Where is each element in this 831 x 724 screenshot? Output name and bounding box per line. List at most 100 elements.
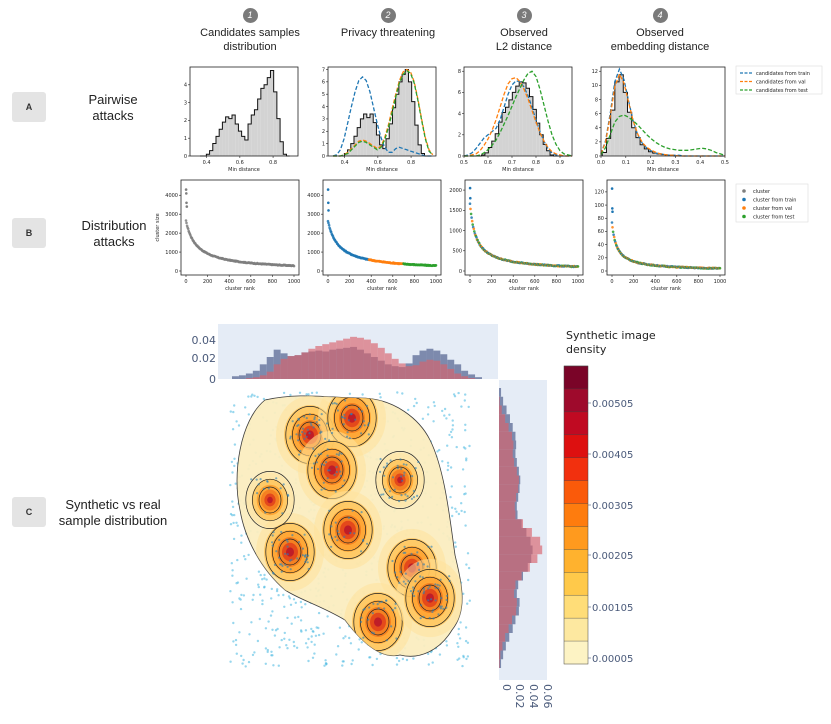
x-tick-label: 400 xyxy=(508,279,518,285)
synthetic-sample-point xyxy=(312,426,315,429)
real-sample-point xyxy=(293,616,297,619)
synthetic-sample-point xyxy=(403,545,406,549)
synthetic-sample-point xyxy=(398,581,401,585)
real-sample-point xyxy=(232,640,235,643)
real-sample-point xyxy=(290,622,293,625)
distribution-panel-1: 0 200 400 600 800 1000 0 1000 2000 3000 4000 cluste… xyxy=(155,179,301,292)
real-sample-point xyxy=(427,663,430,666)
histogram-bar xyxy=(623,92,628,156)
real-sample-point xyxy=(457,645,460,648)
x-tick-label: 0.7 xyxy=(508,160,516,166)
x-tick-label: 200 xyxy=(487,279,497,285)
real-sample-point xyxy=(263,573,266,577)
synthetic-sample-point xyxy=(303,437,306,440)
histogram-bar xyxy=(512,92,516,156)
top-marginal-bar-real xyxy=(475,377,482,379)
top-marginal-bar-real xyxy=(461,370,469,379)
cluster-point xyxy=(471,223,475,226)
real-sample-point xyxy=(445,644,449,647)
real-sample-point xyxy=(233,404,236,407)
colorbar-segment xyxy=(564,503,588,527)
colorbar-segment xyxy=(564,480,588,504)
row-label-pairwise: Pairwise attacks xyxy=(88,92,138,123)
legend-label-test: candidates from test xyxy=(756,88,808,94)
synthetic-sample-point xyxy=(312,462,316,465)
synthetic-sample-point xyxy=(367,422,370,425)
real-sample-point xyxy=(315,626,318,629)
x-tick-label: 1000 xyxy=(288,279,301,285)
real-sample-point xyxy=(459,621,462,624)
axes-frame xyxy=(600,66,726,157)
synthetic-sample-point xyxy=(418,568,421,572)
colorbar-segment xyxy=(564,526,588,550)
real-sample-point xyxy=(449,430,453,434)
synthetic-sample-point xyxy=(403,471,406,474)
real-sample-point xyxy=(236,558,239,562)
density-hotspots xyxy=(245,395,463,657)
y-tick-label: 0 xyxy=(175,269,178,275)
synthetic-sample-point xyxy=(310,466,314,469)
x-tick-label: 800 xyxy=(410,279,420,285)
top-marginal-bar-real xyxy=(245,373,253,379)
y-tick-label: 6 xyxy=(458,90,461,96)
real-sample-point xyxy=(450,506,454,509)
real-sample-point xyxy=(451,514,454,518)
synthetic-sample-point xyxy=(346,435,349,438)
real-sample-point xyxy=(231,514,234,517)
real-sample-point xyxy=(462,654,465,658)
real-sample-point xyxy=(241,662,244,665)
density-level xyxy=(397,476,403,484)
x-tick-label: 400 xyxy=(224,279,234,285)
real-sample-point xyxy=(233,513,236,517)
synthetic-sample-point xyxy=(295,433,298,436)
synthetic-sample-point xyxy=(380,493,383,496)
real-sample-point xyxy=(451,428,454,431)
synthetic-sample-point xyxy=(255,478,258,481)
right-marginal-bar-synth xyxy=(499,633,506,642)
synthetic-sample-point xyxy=(360,620,363,624)
top-marginal-bar-synth xyxy=(315,346,323,379)
right-marginal-bar-real xyxy=(499,396,504,406)
real-sample-point xyxy=(342,637,345,640)
density-contour-line xyxy=(320,456,344,484)
cluster-point xyxy=(470,219,474,223)
real-sample-point xyxy=(371,663,374,667)
synthetic-sample-point xyxy=(363,607,366,610)
x-tick-label: 400 xyxy=(650,279,660,285)
histogram-bar xyxy=(267,77,271,156)
histogram-bar xyxy=(408,81,412,156)
real-sample-point xyxy=(235,521,238,524)
synthetic-sample-point xyxy=(291,420,294,423)
x-axis-label: cluster rank xyxy=(225,286,255,292)
y-tick-label: 1000 xyxy=(165,250,178,256)
synthetic-sample-point xyxy=(334,490,337,493)
y-tick-label: 80 xyxy=(598,216,604,222)
synthetic-sample-point xyxy=(281,512,284,515)
real-sample-point xyxy=(468,599,471,602)
kde-curve-val xyxy=(333,68,434,157)
synthetic-sample-point xyxy=(389,459,392,462)
y-axis-label: cluster size xyxy=(155,213,161,241)
real-sample-point xyxy=(288,597,292,600)
real-sample-point xyxy=(258,617,261,621)
y-tick-label: 1000 xyxy=(307,250,320,256)
y-tick-label: 0 xyxy=(322,154,325,160)
real-sample-point xyxy=(238,631,241,634)
cluster-outlier-point xyxy=(327,209,330,212)
pairwise-legend: candidates from train candidates from val… xyxy=(735,65,823,95)
x-tick-label: 0.2 xyxy=(647,160,655,166)
density-level xyxy=(286,547,294,557)
real-sample-point xyxy=(306,646,309,649)
synthetic-sample-point xyxy=(410,497,413,500)
synthetic-sample-point xyxy=(330,525,333,528)
synthetic-sample-point xyxy=(412,489,415,493)
real-sample-point xyxy=(443,407,447,411)
top-marginal-bar-synth xyxy=(419,361,427,379)
real-sample-point xyxy=(234,643,238,647)
column-header-4: 4 Observed embedding distance xyxy=(596,8,724,54)
real-sample-point xyxy=(463,399,466,402)
x-tick-label: 0 xyxy=(610,279,613,285)
synthetic-sample-point xyxy=(363,424,366,427)
real-sample-point xyxy=(405,658,409,662)
colorbar-segment xyxy=(564,641,588,665)
